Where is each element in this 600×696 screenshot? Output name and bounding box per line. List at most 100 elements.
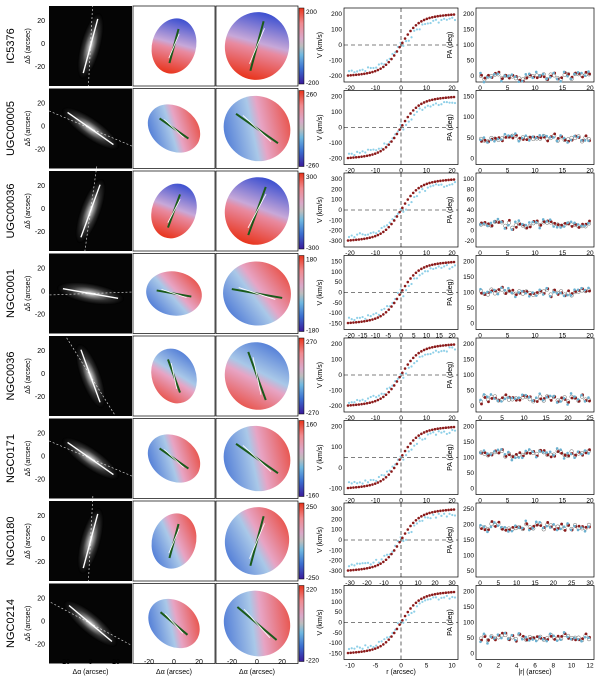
pa-point-gas	[487, 73, 490, 77]
photometric-pa-line	[252, 357, 262, 395]
tick-label: 0	[470, 403, 474, 410]
tick-label: 15	[559, 498, 567, 505]
rc-point-stars	[415, 442, 419, 445]
colorbar	[298, 172, 305, 250]
rc-point-gas	[403, 449, 407, 453]
rc-point-gas	[379, 314, 382, 318]
photometric-pa-line	[168, 528, 180, 554]
pa-point-stars	[569, 220, 573, 224]
pa-point-stars	[496, 448, 500, 452]
rc-point-gas	[436, 14, 439, 18]
rc-point-stars	[415, 28, 419, 31]
rc-point-gas	[406, 33, 410, 36]
tick-label: 0	[470, 73, 474, 80]
pa-point-stars	[587, 636, 590, 640]
tick-label: 0	[399, 168, 403, 175]
pa-point-stars	[517, 632, 521, 635]
tick-label: 50	[467, 470, 475, 477]
rc-point-stars	[424, 437, 427, 440]
pa-point-stars	[555, 447, 559, 450]
rc-point-stars	[429, 432, 432, 435]
rc-point-stars	[445, 264, 448, 267]
rc-point-gas	[354, 568, 358, 572]
pa-point-gas	[497, 221, 501, 224]
rc-point-gas	[430, 263, 434, 267]
pa-point-gas	[497, 451, 501, 455]
tick-label: 50	[467, 568, 475, 575]
colorbar-max: 260	[306, 92, 317, 99]
tick-label: 20	[37, 431, 45, 438]
image-xlabel: Δα (arcsec)	[73, 669, 109, 676]
rc-point-stars	[380, 392, 383, 395]
pa-point-gas	[567, 72, 570, 76]
rc-point-stars	[380, 473, 383, 477]
tick-label: 150	[463, 27, 474, 34]
pa-point-stars	[493, 288, 496, 292]
rc-point-gas	[352, 651, 355, 654]
tick-label: 0	[399, 498, 403, 505]
rc-point-stars	[451, 183, 454, 186]
rc-point-stars	[437, 103, 440, 107]
rc-point-gas	[409, 524, 412, 528]
rc-point-gas	[414, 271, 418, 275]
tick-label: -20	[35, 312, 45, 319]
pa-point-stars	[583, 74, 587, 77]
rc-point-gas	[425, 17, 429, 21]
pa-point-stars	[486, 141, 489, 144]
rc-point-stars	[361, 562, 364, 565]
rc-point-stars	[434, 183, 438, 186]
pa-point-stars	[569, 77, 573, 81]
tick-label: -200	[329, 403, 342, 410]
pa-point-stars	[555, 225, 559, 229]
rc-point-gas	[417, 434, 420, 437]
rc-point-gas	[379, 562, 382, 565]
pa-point-gas	[514, 225, 518, 229]
rc-point-stars	[440, 18, 443, 22]
pa-point-gas	[549, 455, 553, 459]
tick-label: 200	[331, 11, 342, 18]
pa-point-stars	[500, 79, 503, 83]
rc-point-gas	[392, 136, 396, 140]
tick-label: 0	[478, 333, 482, 340]
rc-point-stars	[440, 514, 443, 518]
pa-point-stars	[587, 525, 590, 529]
rc-point-stars	[402, 44, 405, 48]
rc-point-stars	[369, 232, 372, 235]
rc-point-stars	[404, 453, 408, 457]
rc-point-gas	[360, 320, 363, 323]
rc-point-gas	[373, 647, 377, 650]
rc-point-stars	[407, 39, 410, 42]
rc-point-gas	[349, 73, 353, 77]
tick-label: 100	[331, 27, 342, 34]
rc-point-gas	[403, 37, 407, 40]
pa-point-stars	[486, 76, 489, 79]
rc-point-gas	[352, 156, 355, 159]
pa-point-gas	[487, 400, 490, 404]
rc-point-gas	[436, 179, 439, 183]
pa-point-stars	[489, 76, 493, 79]
image-ylabel: Δδ (arcsec)	[25, 276, 32, 312]
rc-point-gas	[425, 182, 429, 186]
rc-point-gas	[382, 478, 385, 481]
pa-point-stars	[510, 228, 514, 231]
tick-label: 200	[331, 94, 342, 101]
rc-point-stars	[426, 516, 429, 519]
image-xlabel: Δα (arcsec)	[156, 669, 192, 676]
rc-point-stars	[353, 71, 356, 74]
pa-point-gas	[553, 527, 557, 531]
rc-point-gas	[365, 236, 369, 240]
pa-point-gas	[504, 136, 508, 139]
pa-point-gas	[487, 528, 490, 532]
tick-label: 100	[331, 109, 342, 116]
tick-label: -200	[329, 73, 342, 80]
rc-point-gas	[428, 99, 431, 102]
rc-point-stars	[448, 597, 451, 600]
colorbar-max: 220	[306, 587, 317, 594]
rc-point-stars	[372, 66, 375, 70]
tick-label: 100	[331, 527, 342, 534]
rc-point-stars	[358, 151, 361, 154]
rc-point-gas	[449, 343, 453, 347]
rc-point-stars	[364, 151, 367, 154]
pa-profile-panel	[475, 172, 595, 248]
